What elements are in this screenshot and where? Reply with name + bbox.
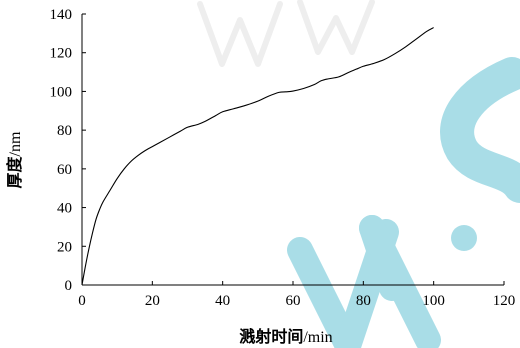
y-tick-label: 0 (65, 278, 73, 294)
x-ticks: 0 20 40 60 80 100 120 (78, 281, 515, 309)
axes: 0 20 40 60 80 100 120 0 20 40 60 80 100 120 140 (50, 7, 516, 309)
watermark-grey-strokes (197, 0, 375, 67)
x-tick-label: 80 (356, 293, 371, 309)
y-axis-title-cn: 厚度 (5, 155, 24, 188)
y-tick-label: 100 (50, 84, 73, 100)
y-tick-label: 80 (57, 123, 72, 139)
y-axis-title: 厚度/nm (5, 131, 24, 188)
x-axis-title-unit: /min (303, 329, 332, 346)
x-tick-label: 60 (286, 293, 301, 309)
y-axis-title-unit: /nm (7, 131, 24, 156)
x-tick-label: 40 (215, 293, 230, 309)
y-tick-label: 140 (50, 7, 73, 23)
y-tick-label: 20 (57, 239, 72, 255)
y-ticks: 0 20 40 60 80 100 120 140 (50, 7, 86, 294)
y-tick-label: 60 (57, 162, 72, 178)
x-tick-label: 120 (493, 293, 516, 309)
y-tick-label: 120 (50, 46, 73, 62)
watermark-dot (451, 225, 477, 251)
x-axis-title: 溅射时间/min (239, 327, 332, 346)
x-axis-title-cn: 溅射时间 (239, 327, 303, 346)
x-tick-label: 100 (422, 293, 445, 309)
y-tick-label: 40 (57, 201, 72, 217)
x-tick-label: 0 (78, 293, 86, 309)
thickness-series-line (81, 27, 434, 286)
x-tick-label: 20 (145, 293, 160, 309)
watermark-blue (287, 57, 520, 348)
